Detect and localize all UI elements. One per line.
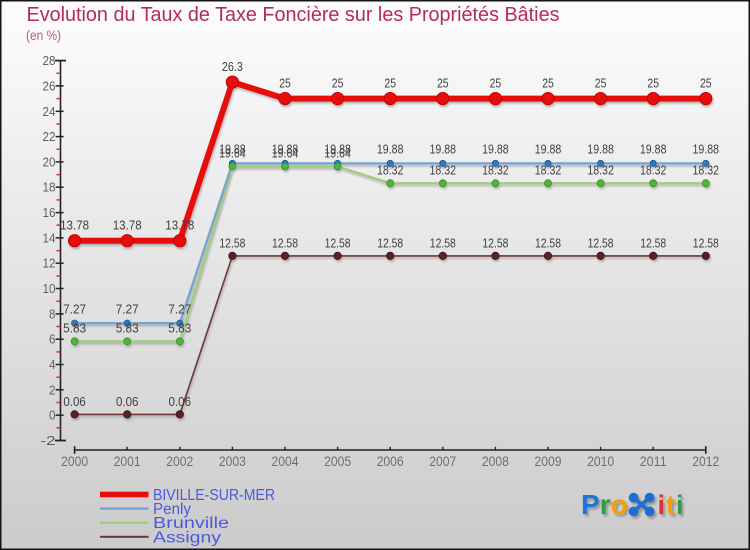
svg-text:2002: 2002 bbox=[166, 453, 193, 469]
svg-text:0.06: 0.06 bbox=[169, 394, 192, 409]
svg-text:25: 25 bbox=[700, 75, 712, 90]
svg-text:2004: 2004 bbox=[272, 453, 299, 469]
svg-text:Penly: Penly bbox=[153, 501, 191, 518]
svg-text:6: 6 bbox=[49, 333, 56, 347]
svg-text:25: 25 bbox=[595, 75, 607, 90]
svg-text:20: 20 bbox=[43, 155, 56, 169]
svg-text:26: 26 bbox=[43, 79, 56, 93]
svg-text:24: 24 bbox=[43, 105, 56, 119]
svg-text:2003: 2003 bbox=[219, 453, 246, 469]
svg-text:19.88: 19.88 bbox=[693, 142, 720, 157]
svg-text:25: 25 bbox=[279, 75, 291, 90]
svg-text:19.88: 19.88 bbox=[640, 142, 667, 157]
svg-text:Assigny: Assigny bbox=[153, 529, 221, 546]
svg-text:13.78: 13.78 bbox=[113, 218, 142, 233]
svg-text:10: 10 bbox=[43, 282, 56, 296]
svg-text:2009: 2009 bbox=[535, 453, 562, 469]
svg-text:18.32: 18.32 bbox=[535, 162, 562, 177]
svg-text:16: 16 bbox=[43, 206, 56, 220]
svg-text:7.27: 7.27 bbox=[63, 301, 86, 316]
svg-text:0.06: 0.06 bbox=[116, 394, 139, 409]
svg-text:12.58: 12.58 bbox=[377, 236, 403, 251]
svg-text:7.27: 7.27 bbox=[116, 301, 139, 316]
svg-text:25: 25 bbox=[490, 75, 502, 90]
svg-text:18.32: 18.32 bbox=[430, 162, 457, 177]
svg-text:13.78: 13.78 bbox=[165, 218, 194, 233]
svg-text:0.06: 0.06 bbox=[63, 394, 86, 409]
svg-text:12.58: 12.58 bbox=[588, 236, 614, 251]
svg-text:18.32: 18.32 bbox=[377, 162, 404, 177]
svg-text:19.88: 19.88 bbox=[587, 142, 614, 157]
svg-text:12.58: 12.58 bbox=[219, 236, 245, 251]
svg-text:19.88: 19.88 bbox=[535, 142, 562, 157]
svg-text:28: 28 bbox=[43, 54, 56, 68]
svg-text:19.64: 19.64 bbox=[219, 146, 246, 161]
svg-text:BIVILLE-SUR-MER: BIVILLE-SUR-MER bbox=[153, 487, 275, 504]
svg-text:26.3: 26.3 bbox=[222, 59, 243, 74]
svg-text:2008: 2008 bbox=[482, 453, 509, 469]
svg-text:25: 25 bbox=[332, 75, 344, 90]
svg-text:22: 22 bbox=[43, 130, 56, 144]
svg-text:2010: 2010 bbox=[587, 453, 614, 469]
svg-text:5.83: 5.83 bbox=[63, 321, 86, 336]
svg-text:13.78: 13.78 bbox=[60, 218, 89, 233]
svg-text:8: 8 bbox=[49, 307, 56, 321]
svg-text:19.88: 19.88 bbox=[430, 142, 457, 157]
svg-text:12: 12 bbox=[43, 257, 56, 271]
svg-text:19.64: 19.64 bbox=[324, 146, 351, 161]
svg-text:18.32: 18.32 bbox=[693, 162, 720, 177]
svg-text:0: 0 bbox=[49, 409, 56, 423]
svg-text:2006: 2006 bbox=[377, 453, 404, 469]
svg-text:12.58: 12.58 bbox=[693, 236, 719, 251]
svg-text:Pro: Pro bbox=[581, 489, 628, 520]
svg-text:2011: 2011 bbox=[640, 453, 667, 469]
svg-text:18: 18 bbox=[43, 181, 56, 195]
svg-text:2000: 2000 bbox=[61, 453, 88, 469]
svg-text:12.58: 12.58 bbox=[272, 236, 298, 251]
svg-text:19.88: 19.88 bbox=[324, 142, 351, 157]
svg-text:19.64: 19.64 bbox=[272, 146, 299, 161]
svg-text:12.58: 12.58 bbox=[535, 236, 561, 251]
svg-text:Evolution du Taux de Taxe Fonc: Evolution du Taux de Taxe Foncière sur l… bbox=[27, 4, 560, 26]
svg-text:7.27: 7.27 bbox=[168, 301, 191, 316]
svg-text:25: 25 bbox=[542, 75, 554, 90]
svg-text:19.88: 19.88 bbox=[482, 142, 509, 157]
svg-text:25: 25 bbox=[384, 75, 396, 90]
svg-text:(en %): (en %) bbox=[26, 27, 61, 43]
svg-text:5.83: 5.83 bbox=[116, 321, 139, 336]
svg-text:2012: 2012 bbox=[692, 453, 719, 469]
svg-text:5.83: 5.83 bbox=[168, 321, 191, 336]
svg-text:25: 25 bbox=[437, 75, 449, 90]
svg-text:18.32: 18.32 bbox=[587, 162, 614, 177]
svg-text:12.58: 12.58 bbox=[325, 236, 351, 251]
svg-text:14: 14 bbox=[43, 231, 56, 245]
svg-text:-2: -2 bbox=[41, 434, 56, 448]
svg-text:18.32: 18.32 bbox=[482, 162, 509, 177]
svg-text:2001: 2001 bbox=[114, 453, 141, 469]
svg-text:25: 25 bbox=[647, 75, 659, 90]
svg-text:4: 4 bbox=[49, 358, 56, 372]
svg-text:2: 2 bbox=[49, 383, 56, 397]
svg-text:12.58: 12.58 bbox=[640, 236, 666, 251]
svg-text:iti: iti bbox=[658, 490, 685, 520]
svg-text:18.32: 18.32 bbox=[640, 162, 667, 177]
svg-text:19.88: 19.88 bbox=[377, 142, 404, 157]
svg-text:12.58: 12.58 bbox=[430, 236, 456, 251]
svg-text:19.88: 19.88 bbox=[219, 142, 246, 157]
svg-text:12.58: 12.58 bbox=[482, 236, 508, 251]
svg-text:2005: 2005 bbox=[324, 453, 351, 469]
svg-text:19.88: 19.88 bbox=[272, 142, 299, 157]
svg-text:Brunville: Brunville bbox=[153, 515, 229, 532]
svg-text:2007: 2007 bbox=[429, 453, 456, 469]
